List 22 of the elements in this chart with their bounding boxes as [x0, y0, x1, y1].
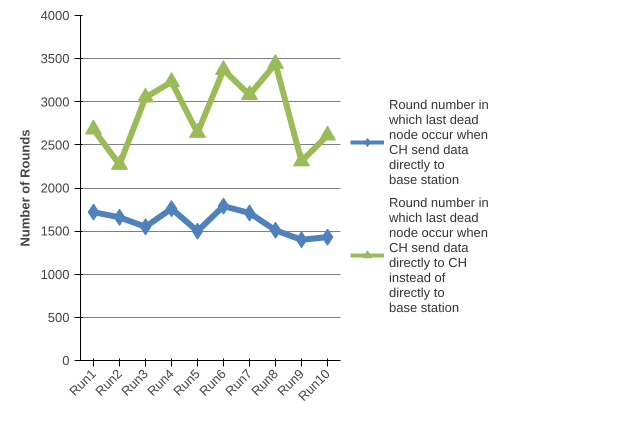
point	[267, 54, 284, 69]
point	[319, 126, 336, 141]
point	[293, 152, 310, 166]
y-tick-label: 0	[62, 353, 70, 368]
legend-label: Round number in which last dead node occur when CH send data directly to CH instead of directly to base station	[389, 195, 489, 315]
point	[215, 60, 232, 75]
point	[137, 88, 154, 103]
y-tick-label: 2000	[40, 180, 70, 196]
y-axis-title: Number of Rounds	[18, 129, 33, 246]
y-tick-label: 500	[48, 310, 70, 325]
point	[189, 123, 206, 138]
point	[85, 120, 102, 134]
y-tick-label: 1000	[40, 266, 70, 282]
point	[111, 154, 128, 170]
y-tick-label: 3000	[40, 94, 70, 110]
y-tick-label: 1500	[40, 224, 70, 239]
y-tick-label: 4000	[40, 8, 70, 23]
y-tick-label: 2500	[40, 137, 70, 152]
point	[241, 85, 258, 100]
point	[163, 72, 180, 88]
y-tick-label: 3500	[40, 51, 70, 66]
legend-label: Round number in which last dead node occur when CH send data directly to base station	[389, 97, 489, 187]
